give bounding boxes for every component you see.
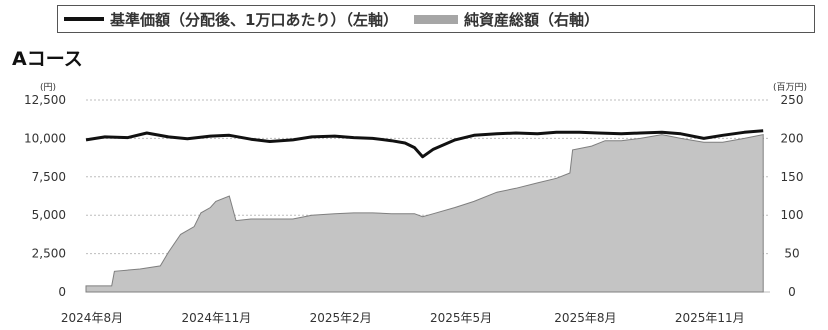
- left-axis-tick-label: 7,500: [32, 170, 66, 184]
- right-axis-tick-label: 250: [781, 93, 804, 107]
- legend-item-net-assets: 純資産総額（右軸）: [398, 9, 599, 30]
- x-axis-tick-label: 2024年11月: [181, 311, 251, 325]
- left-axis-tick-label: 12,500: [24, 93, 66, 107]
- legend-line-swatch: [64, 17, 104, 21]
- legend-label-nav: 基準価額（分配後、1万口あたり）（左軸）: [110, 10, 398, 29]
- legend-area-swatch: [413, 14, 458, 24]
- legend-label-net-assets: 純資産総額（右軸）: [463, 10, 599, 29]
- right-axis-tick-label: 200: [781, 131, 804, 145]
- legend-item-nav: 基準価額（分配後、1万口あたり）（左軸）: [58, 9, 398, 30]
- net-assets-area: [85, 133, 764, 293]
- left-axis-tick-label: 0: [58, 285, 66, 299]
- x-axis-tick-label: 2024年8月: [61, 311, 123, 325]
- x-axis-tick-label: 2025年5月: [430, 311, 492, 325]
- course-title: Aコース: [12, 48, 83, 70]
- nav-line: [85, 129, 764, 159]
- left-axis-unit: (円): [40, 82, 56, 93]
- left-axis-tick-label: 10,000: [24, 131, 66, 145]
- right-axis-tick-label: 150: [781, 170, 804, 184]
- x-axis-tick-label: 2025年8月: [554, 311, 616, 325]
- right-axis-tick-label: 100: [781, 208, 804, 222]
- right-axis-tick-label: 0: [788, 285, 796, 299]
- x-axis-tick-label: 2025年11月: [675, 311, 745, 325]
- left-axis-tick-label: 5,000: [32, 208, 66, 222]
- right-axis-tick-label: 50: [784, 247, 799, 261]
- right-axis-unit: (百万円): [773, 82, 807, 93]
- left-axis-tick-label: 2,500: [32, 247, 66, 261]
- chart-legend: 基準価額（分配後、1万口あたり）（左軸） 純資産総額（右軸）: [57, 5, 815, 33]
- x-axis-tick-label: 2025年2月: [310, 311, 372, 325]
